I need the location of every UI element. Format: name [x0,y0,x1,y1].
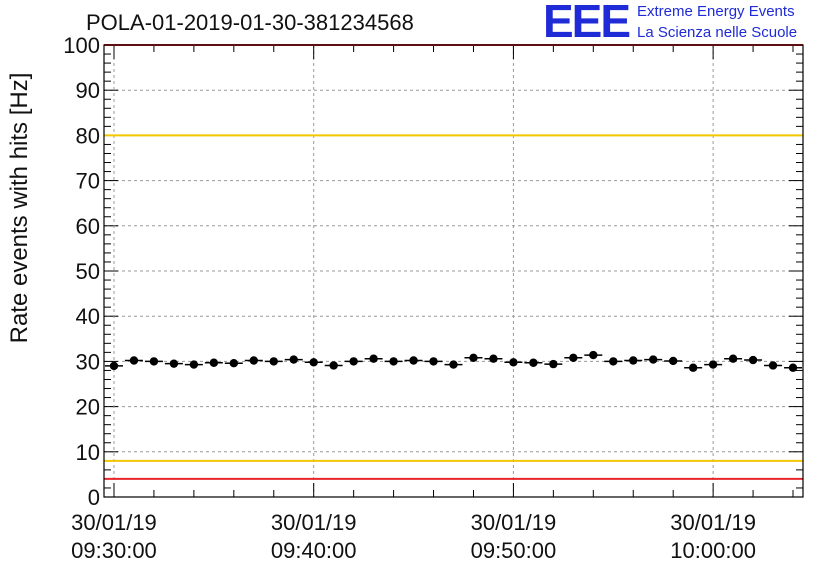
data-point [129,356,139,365]
data-point [269,357,278,366]
plot-frame [103,44,804,498]
data-point [748,355,758,365]
x-tick-time: 09:30:00 [71,538,157,563]
data-point [549,359,558,369]
logo-mark: EEE [543,0,631,47]
data-point [149,357,159,366]
x-tick-time: 10:00:00 [670,538,756,563]
data-point [409,356,418,365]
data-point [349,357,358,366]
y-tick-label: 70 [76,169,100,194]
logo-line-1: Extreme Energy Events [637,3,795,20]
data-point [629,356,638,365]
data-point [389,357,398,366]
y-tick-label: 0 [88,485,100,510]
x-tick-time: 09:50:00 [471,538,557,563]
data-point [489,354,498,363]
data-point [728,354,738,363]
data-point [609,357,618,366]
data-point [209,358,219,367]
data-point [329,361,338,370]
y-tick-label: 60 [76,214,100,239]
data-point [169,359,179,368]
data-point [589,350,598,360]
data-point [708,360,718,369]
eee-logo: EEE Extreme Energy Events La Scienza nel… [543,0,833,46]
x-tick-time: 09:40:00 [271,538,357,563]
y-tick-label: 10 [76,440,100,465]
x-tick-date: 30/01/19 [71,510,157,535]
data-point [688,363,698,372]
y-tick-label: 80 [76,123,100,148]
data-point [289,355,298,364]
data-point [788,363,798,372]
x-tick-date: 30/01/19 [670,510,756,535]
data-point [569,353,578,362]
y-tick-label: 100 [63,33,100,58]
logo-line-2: La Scienza nelle Scuole [637,24,798,41]
data-point [469,353,478,362]
y-tick-label: 40 [76,304,100,329]
y-tick-label: 20 [76,395,100,420]
x-tick-date: 30/01/19 [471,510,557,535]
data-point [309,358,318,367]
data-point [768,361,778,370]
data-point [649,355,658,364]
data-point [189,360,199,369]
data-point [529,358,538,367]
data-point [449,360,458,369]
y-tick-label: 30 [76,349,100,374]
data-point [109,361,119,371]
y-tick-label: 90 [76,78,100,103]
data-point [668,356,678,366]
data-point [429,357,438,366]
data-point [249,356,258,365]
y-tick-label: 50 [76,259,100,284]
x-tick-date: 30/01/19 [271,510,357,535]
data-point [369,354,378,363]
chart-title: POLA-01-2019-01-30-381234568 [86,10,414,35]
data-point [229,359,239,368]
data-point [509,358,518,367]
